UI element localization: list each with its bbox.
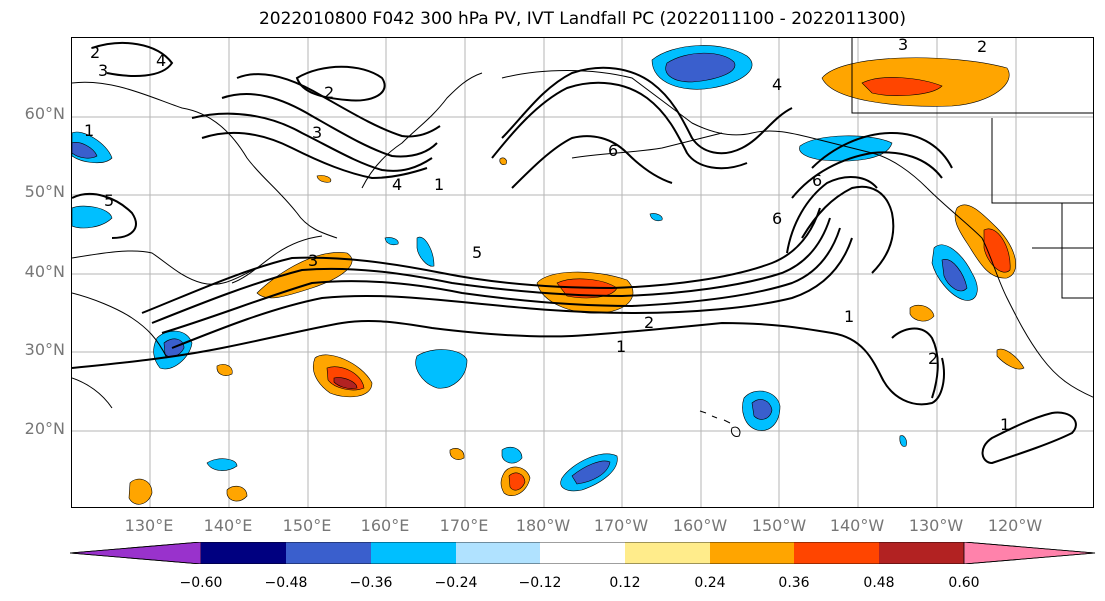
contour-label: 4 <box>156 51 166 70</box>
lat-label: 40°N <box>24 262 65 281</box>
lon-label: 140°W <box>829 516 885 535</box>
contour-label: 1 <box>1000 415 1010 434</box>
coastlines <box>72 38 1093 437</box>
colorbar-segment <box>371 542 456 564</box>
contour-label: 2 <box>90 43 100 62</box>
colorbar-segment <box>794 542 879 564</box>
contour-label: 5 <box>104 191 114 210</box>
colorbar-segment <box>710 542 794 564</box>
contour-label: 2 <box>324 83 334 102</box>
lat-label: 50°N <box>24 182 65 201</box>
colorbar-segment <box>879 542 964 564</box>
lon-label: 150°E <box>282 516 332 535</box>
lon-label: 130°W <box>908 516 964 535</box>
contour-label: 2 <box>928 349 938 368</box>
contour-label: 4 <box>772 75 782 94</box>
lon-label: 120°W <box>987 516 1043 535</box>
contour-label: 2 <box>644 313 654 332</box>
colorbar-tick: 0.48 <box>863 575 895 591</box>
lon-label: 170°W <box>593 516 649 535</box>
map-canvas: 2 3 4 1 2 3 5 3 4 1 5 2 1 6 4 6 6 1 2 1 … <box>72 38 1093 507</box>
colorbar-tick: −0.24 <box>434 575 478 591</box>
lon-label: 130°E <box>124 516 174 535</box>
contour-label: 3 <box>98 61 108 80</box>
colorbar-tick: 0.36 <box>778 575 810 591</box>
lat-label: 60°N <box>24 104 65 123</box>
lat-label: 20°N <box>24 419 65 438</box>
colorbar <box>70 542 1096 564</box>
contour-label: 1 <box>434 175 444 194</box>
lat-label: 30°N <box>24 340 65 359</box>
contour-label: 5 <box>472 243 482 262</box>
lon-label: 160°E <box>360 516 410 535</box>
contour-label: 1 <box>844 307 854 326</box>
colorbar-outline <box>70 542 1096 564</box>
colorbar-segment <box>201 542 286 564</box>
contour-label: 3 <box>308 251 318 270</box>
contour-label: 6 <box>812 171 822 190</box>
colorbar-segment <box>540 542 625 564</box>
colorbar-tick: −0.48 <box>264 575 308 591</box>
contour-label: 6 <box>772 209 782 228</box>
contour-label: 1 <box>84 121 94 140</box>
colorbar-segment <box>625 542 710 564</box>
lon-label: 170°E <box>439 516 489 535</box>
map-panel: 2 3 4 1 2 3 5 3 4 1 5 2 1 6 4 6 6 1 2 1 … <box>71 37 1094 508</box>
figure-title: 2022010800 F042 300 hPa PV, IVT Landfall… <box>258 9 906 29</box>
colorbar-segment <box>286 542 371 564</box>
contour-label: 3 <box>898 38 908 54</box>
colorbar-segment <box>70 542 202 564</box>
colorbar-tick: −0.60 <box>179 575 223 591</box>
colorbar-tick: −0.36 <box>349 575 393 591</box>
contour-label: 2 <box>977 38 987 56</box>
colorbar-tick: 0.24 <box>694 575 726 591</box>
lon-label: 140°E <box>203 516 253 535</box>
lon-label: 150°W <box>751 516 807 535</box>
colorbar-segment <box>456 542 540 564</box>
contour-label: 1 <box>616 337 626 356</box>
lon-label: 180°W <box>515 516 571 535</box>
contour-labels: 2 3 4 1 2 3 5 3 4 1 5 2 1 6 4 6 6 1 2 1 … <box>84 38 1010 434</box>
shading-patches <box>72 45 1025 505</box>
contour-label: 6 <box>608 141 618 160</box>
contour-label: 3 <box>312 123 322 142</box>
colorbar-tick: 0.60 <box>948 575 980 591</box>
lon-label: 160°W <box>672 516 728 535</box>
contour-label: 4 <box>392 175 402 194</box>
colorbar-tick: 0.12 <box>609 575 641 591</box>
colorbar-segment <box>963 542 1096 564</box>
colorbar-tick: −0.12 <box>518 575 562 591</box>
pv-contours <box>72 42 1077 465</box>
